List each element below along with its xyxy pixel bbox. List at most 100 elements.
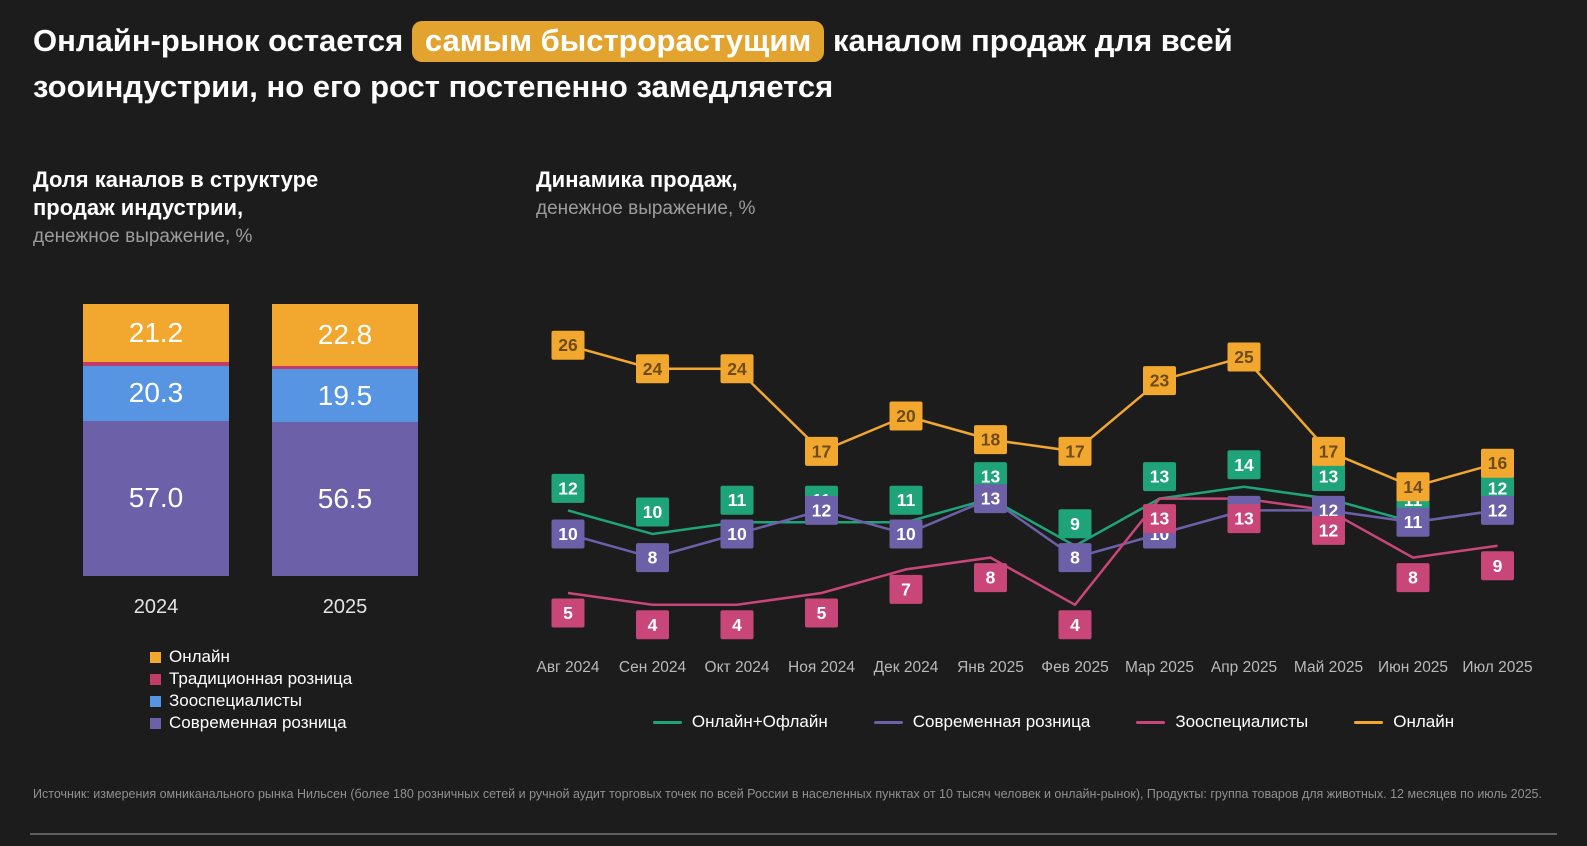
data-label: 10 — [551, 519, 585, 549]
legend-label: Онлайн — [169, 647, 230, 666]
svg-text:13: 13 — [981, 489, 1001, 509]
svg-text:23: 23 — [1150, 371, 1170, 391]
svg-text:13: 13 — [1150, 467, 1170, 487]
x-axis-label: Июл 2025 — [1462, 659, 1532, 676]
share-legend: Онлайн Традиционная розница Зооспециалисты… — [150, 646, 352, 734]
svg-text:24: 24 — [643, 359, 663, 379]
legend-label: Онлайн — [1393, 712, 1455, 731]
svg-text:12: 12 — [1319, 520, 1339, 540]
legend-item: Онлайн+Офлайн — [652, 712, 828, 732]
legend-item: Современная розница — [873, 712, 1091, 732]
svg-text:13: 13 — [1234, 509, 1254, 529]
svg-text:14: 14 — [1403, 477, 1423, 497]
data-label: 14 — [1227, 450, 1261, 480]
svg-text:12: 12 — [812, 500, 832, 520]
data-label: 26 — [551, 330, 585, 360]
data-label: 17 — [1058, 436, 1092, 466]
legend-label: Современная розница — [169, 713, 347, 732]
x-axis-label: Окт 2024 — [705, 659, 770, 676]
data-label: 8 — [1396, 563, 1430, 593]
bar-segment: 19.5 — [272, 369, 418, 423]
svg-text:17: 17 — [812, 441, 831, 461]
data-label: 4 — [720, 610, 754, 640]
legend-swatch — [150, 695, 161, 707]
svg-text:13: 13 — [1319, 467, 1339, 487]
legend-swatch — [150, 651, 161, 663]
legend-item: Онлайн — [150, 646, 352, 668]
dynamics-legend: Онлайн+Офлайн Современная розница Зооспеци… — [520, 712, 1587, 732]
x-axis-label: Дек 2024 — [874, 659, 939, 676]
svg-text:16: 16 — [1488, 453, 1508, 473]
svg-text:10: 10 — [558, 524, 578, 544]
series-line — [567, 343, 1498, 489]
svg-text:18: 18 — [981, 430, 1001, 450]
data-label: 8 — [1058, 543, 1092, 573]
data-label: 12 — [551, 473, 585, 503]
legend-line-swatch — [652, 720, 682, 724]
svg-text:9: 9 — [1493, 556, 1503, 576]
legend-item: Зооспециалисты — [1136, 712, 1308, 732]
svg-text:14: 14 — [1234, 455, 1254, 475]
svg-text:12: 12 — [1488, 500, 1508, 520]
legend-label: Современная розница — [912, 712, 1091, 731]
svg-text:12: 12 — [1488, 478, 1508, 498]
stacked-bar: 21.2 20.3 57.0 — [83, 304, 229, 576]
title-highlight: самым быстрорастущим — [411, 21, 825, 62]
data-label: 20 — [889, 401, 923, 431]
data-label: 9 — [1058, 509, 1092, 539]
svg-text:4: 4 — [648, 615, 658, 635]
data-label: 13 — [1312, 462, 1345, 492]
share-chart-title: Доля каналов в структуре продаж индустри… — [33, 167, 319, 220]
data-label: 17 — [805, 436, 838, 466]
data-label: 11 — [1396, 507, 1430, 537]
svg-text:10: 10 — [643, 502, 663, 522]
bottom-divider — [30, 833, 1557, 835]
svg-text:4: 4 — [1070, 615, 1080, 635]
bar-year-label: 2025 — [322, 596, 368, 618]
title-text-post: каналом продаж для всей зооиндустрии, но… — [33, 23, 1233, 104]
svg-text:5: 5 — [817, 603, 827, 623]
data-label: 18 — [974, 425, 1007, 455]
data-label: 7 — [889, 574, 923, 604]
svg-text:13: 13 — [981, 467, 1001, 487]
svg-text:4: 4 — [732, 615, 742, 635]
dynamics-chart-title: Динамика продаж, — [536, 167, 738, 192]
svg-text:24: 24 — [727, 359, 747, 379]
bar-segment — [83, 361, 229, 366]
share-chart-header: Доля каналов в структуре продаж индустри… — [33, 166, 383, 250]
svg-text:8: 8 — [1408, 568, 1418, 588]
x-axis-label: Апр 2025 — [1211, 659, 1277, 676]
x-axis-label: Авг 2024 — [536, 659, 599, 676]
svg-text:10: 10 — [896, 524, 916, 544]
sales-dynamics-chart: 1210111111139131413111210810121013810121… — [536, 330, 1533, 676]
data-label: 5 — [551, 598, 585, 628]
legend-item: Онлайн — [1354, 712, 1454, 732]
data-label: 10 — [636, 497, 669, 527]
svg-text:11: 11 — [897, 490, 916, 510]
dynamics-chart-subtitle: денежное выражение, % — [536, 198, 756, 219]
legend-line-swatch — [873, 720, 903, 724]
legend-item: Зооспециалисты — [150, 690, 352, 712]
source-note: Источник: измерения омниканального рынка… — [33, 787, 1542, 801]
bar-segment: 22.8 — [272, 304, 418, 366]
x-axis-label: Фев 2025 — [1041, 659, 1108, 676]
svg-text:20: 20 — [896, 406, 916, 426]
bar-segment: 20.3 — [83, 365, 229, 421]
data-label: 8 — [974, 563, 1007, 593]
svg-text:12: 12 — [1319, 500, 1339, 520]
legend-label: Традиционная розница — [169, 669, 353, 688]
svg-text:11: 11 — [1404, 512, 1423, 532]
data-label: 17 — [1312, 436, 1345, 466]
data-label: 12 — [1312, 515, 1345, 545]
svg-text:8: 8 — [648, 548, 658, 568]
data-label: 5 — [805, 598, 838, 628]
legend-item: Традиционная розница — [150, 668, 352, 690]
bar-segment: 56.5 — [272, 422, 418, 576]
share-bar-chart: 21.2 20.3 57.0 2024 22.8 19.5 56.5 2025 — [83, 304, 418, 619]
data-label: 12 — [1481, 473, 1514, 503]
page-title: Онлайн-рынок остается самым быстрорастущ… — [33, 18, 1383, 110]
data-label: 16 — [1481, 448, 1514, 478]
data-label: 23 — [1143, 366, 1176, 396]
svg-text:26: 26 — [558, 335, 578, 355]
x-axis-label: Ноя 2024 — [788, 659, 855, 676]
